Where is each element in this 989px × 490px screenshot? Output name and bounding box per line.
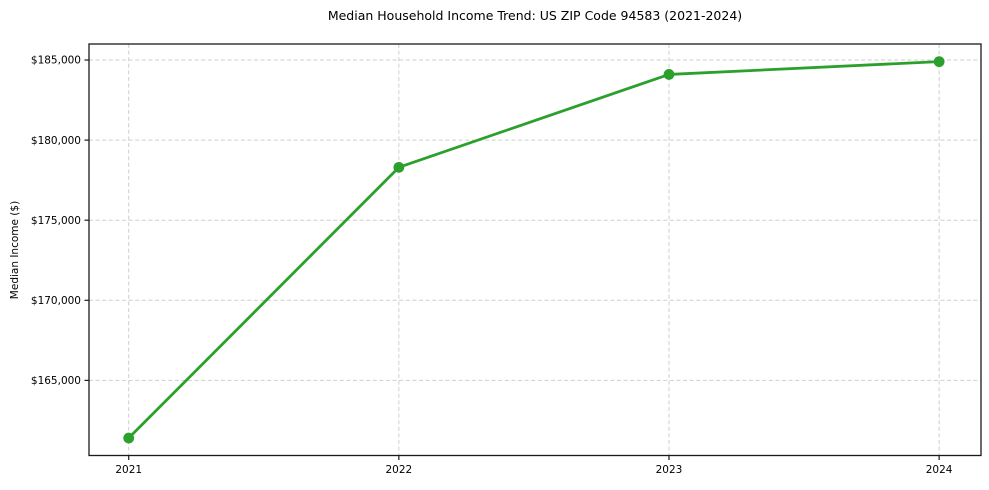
trend-line bbox=[127, 60, 941, 440]
y-tick-label: $180,000 bbox=[31, 135, 81, 147]
y-tick-label: $165,000 bbox=[31, 375, 81, 387]
x-tick-label: 2021 bbox=[115, 464, 142, 476]
y-tick-label: $175,000 bbox=[31, 215, 81, 227]
x-tick-label: 2023 bbox=[656, 464, 683, 476]
data-point bbox=[933, 56, 945, 68]
x-tick-label: 2022 bbox=[385, 464, 412, 476]
data-point bbox=[393, 161, 405, 173]
data-point bbox=[123, 432, 135, 444]
data-point bbox=[663, 69, 675, 80]
plot-border bbox=[88, 43, 982, 457]
y-tick-label: $170,000 bbox=[31, 295, 81, 307]
y-tick-label: $185,000 bbox=[31, 55, 81, 67]
chart-title: Median Household Income Trend: US ZIP Co… bbox=[327, 8, 743, 23]
x-tick-label: 2024 bbox=[926, 464, 953, 476]
